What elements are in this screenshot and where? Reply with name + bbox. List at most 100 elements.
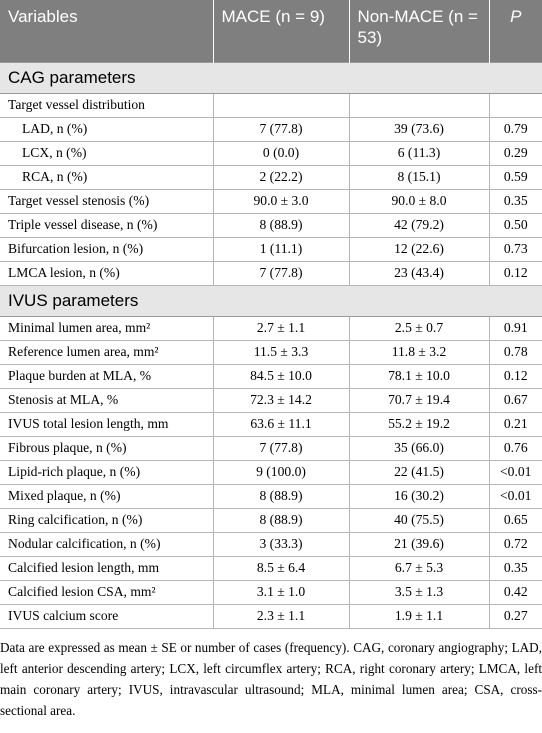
table-row: Lipid-rich plaque, n (%) 9 (100.0) 22 (41.…	[0, 459, 542, 485]
table-cell: 78.1 ± 10.0	[348, 363, 490, 389]
table-cell: 7 (77.8)	[212, 116, 350, 142]
table-row: RCA, n (%) 2 (22.2) 8 (15.1) 0.59	[0, 164, 542, 190]
table-cell	[212, 92, 350, 118]
table-cell: 2.5 ± 0.7	[348, 315, 490, 341]
table-cell: 63.6 ± 11.1	[212, 411, 350, 437]
row-label: Plaque burden at MLA, %	[0, 363, 214, 389]
row-label: Calcified lesion CSA, mm²	[0, 579, 214, 605]
table-cell: 0.65	[488, 507, 542, 533]
row-label: Minimal lumen area, mm²	[0, 315, 214, 341]
table-cell: 3.1 ± 1.0	[212, 579, 350, 605]
table-cell: 0.67	[488, 387, 542, 413]
table-cell: 2.3 ± 1.1	[212, 603, 350, 629]
table-cell: 3.5 ± 1.3	[348, 579, 490, 605]
table-cell: 6.7 ± 5.3	[348, 555, 490, 581]
table-row: LAD, n (%) 7 (77.8) 39 (73.6) 0.79	[0, 116, 542, 142]
table-cell: 3 (33.3)	[212, 531, 350, 557]
table-row: Fibrous plaque, n (%) 7 (77.8) 35 (66.0) 0.…	[0, 435, 542, 461]
row-label: Fibrous plaque, n (%)	[0, 435, 214, 461]
table-cell: 0.59	[488, 164, 542, 190]
table-cell: <0.01	[488, 483, 542, 509]
table-cell: 55.2 ± 19.2	[348, 411, 490, 437]
table-cell: 7 (77.8)	[212, 260, 350, 286]
table-cell: 12 (22.6)	[348, 236, 490, 262]
table-cell: 8 (15.1)	[348, 164, 490, 190]
table-cell	[488, 92, 542, 118]
table-cell: 0.50	[488, 212, 542, 238]
table-row: Target vessel distribution	[0, 92, 542, 118]
table-cell: 11.8 ± 3.2	[348, 339, 490, 365]
row-label: Triple vessel disease, n (%)	[0, 212, 214, 238]
table-cell: 8 (88.9)	[212, 483, 350, 509]
table-cell: 0.12	[488, 260, 542, 286]
row-label: Nodular calcification, n (%)	[0, 531, 214, 557]
row-label: LMCA lesion, n (%)	[0, 260, 214, 286]
table-row: Triple vessel disease, n (%) 8 (88.9) 42 (…	[0, 212, 542, 238]
row-label: Reference lumen area, mm²	[0, 339, 214, 365]
table-section: CAG parameters Target vessel distribution…	[0, 61, 542, 286]
table-row: Calcified lesion CSA, mm² 3.1 ± 1.0 3.5 ± …	[0, 579, 542, 605]
table-cell: 0.21	[488, 411, 542, 437]
table-row: LMCA lesion, n (%) 7 (77.8) 23 (43.4) 0.12	[0, 260, 542, 286]
table-cell: 0.73	[488, 236, 542, 262]
row-label: Mixed plaque, n (%)	[0, 483, 214, 509]
table-cell: 0.35	[488, 555, 542, 581]
table-cell: 84.5 ± 10.0	[212, 363, 350, 389]
row-label: IVUS calcium score	[0, 603, 214, 629]
table-cell: 90.0 ± 3.0	[212, 188, 350, 214]
table-cell: 90.0 ± 8.0	[348, 188, 490, 214]
header-row: Variables MACE (n = 9) Non-MACE (n = 53)…	[0, 0, 542, 62]
row-label: RCA, n (%)	[0, 164, 214, 190]
table-cell: 8 (88.9)	[212, 212, 350, 238]
table-cell: 35 (66.0)	[348, 435, 490, 461]
table-header: Variables MACE (n = 9) Non-MACE (n = 53)…	[0, 0, 542, 62]
table-cell: 0.35	[488, 188, 542, 214]
table-row: IVUS total lesion length, mm 63.6 ± 11.1 5…	[0, 411, 542, 437]
table-cell: 0.72	[488, 531, 542, 557]
table-row: Stenosis at MLA, % 72.3 ± 14.2 70.7 ± 19.4…	[0, 387, 542, 413]
table-cell: 9 (100.0)	[212, 459, 350, 485]
table-row: Calcified lesion length, mm 8.5 ± 6.4 6.7 …	[0, 555, 542, 581]
table-cell: 0.78	[488, 339, 542, 365]
table-cell: 16 (30.2)	[348, 483, 490, 509]
table-cell: 1.9 ± 1.1	[348, 603, 490, 629]
row-label: Target vessel distribution	[0, 92, 214, 118]
row-label: LAD, n (%)	[0, 116, 214, 142]
table-cell: 0.79	[488, 116, 542, 142]
table-cell: 0.27	[488, 603, 542, 629]
row-label: Lipid-rich plaque, n (%)	[0, 459, 214, 485]
row-label: LCX, n (%)	[0, 140, 214, 166]
table-row: Plaque burden at MLA, % 84.5 ± 10.0 78.1 ±…	[0, 363, 542, 389]
row-label: Calcified lesion length, mm	[0, 555, 214, 581]
table-section: IVUS parameters Minimal lumen area, mm² 2.…	[0, 284, 542, 629]
table-row: LCX, n (%) 0 (0.0) 6 (11.3) 0.29	[0, 140, 542, 166]
table-cell: 39 (73.6)	[348, 116, 490, 142]
table-cell: 7 (77.8)	[212, 435, 350, 461]
section-row: IVUS parameters	[0, 284, 542, 317]
table-row: IVUS calcium score 2.3 ± 1.1 1.9 ± 1.1 0.27	[0, 603, 542, 629]
table-cell: 42 (79.2)	[348, 212, 490, 238]
table-cell: 22 (41.5)	[348, 459, 490, 485]
row-label: Bifurcation lesion, n (%)	[0, 236, 214, 262]
table-row: Reference lumen area, mm² 11.5 ± 3.3 11.8 …	[0, 339, 542, 365]
table-cell: 1 (11.1)	[212, 236, 350, 262]
row-label: IVUS total lesion length, mm	[0, 411, 214, 437]
header-cell: MACE (n = 9)	[213, 0, 350, 62]
table-cell: 40 (75.5)	[348, 507, 490, 533]
table-cell: 70.7 ± 19.4	[348, 387, 490, 413]
table-cell	[348, 92, 490, 118]
table-row: Mixed plaque, n (%) 8 (88.9) 16 (30.2) <0.0…	[0, 483, 542, 509]
row-label: Ring calcification, n (%)	[0, 507, 214, 533]
table-row: Target vessel stenosis (%) 90.0 ± 3.0 90.0…	[0, 188, 542, 214]
table-cell: 0 (0.0)	[212, 140, 350, 166]
table-cell: 2 (22.2)	[212, 164, 350, 190]
row-label: Stenosis at MLA, %	[0, 387, 214, 413]
table-cell: 72.3 ± 14.2	[212, 387, 350, 413]
header-cell: P	[489, 0, 542, 62]
table-cell: <0.01	[488, 459, 542, 485]
header-cell: Non-MACE (n = 53)	[349, 0, 490, 62]
table-cell: 0.29	[488, 140, 542, 166]
header-cell: Variables	[0, 0, 214, 62]
table-cell: 8.5 ± 6.4	[212, 555, 350, 581]
table-row: Minimal lumen area, mm² 2.7 ± 1.1 2.5 ± 0.…	[0, 315, 542, 341]
